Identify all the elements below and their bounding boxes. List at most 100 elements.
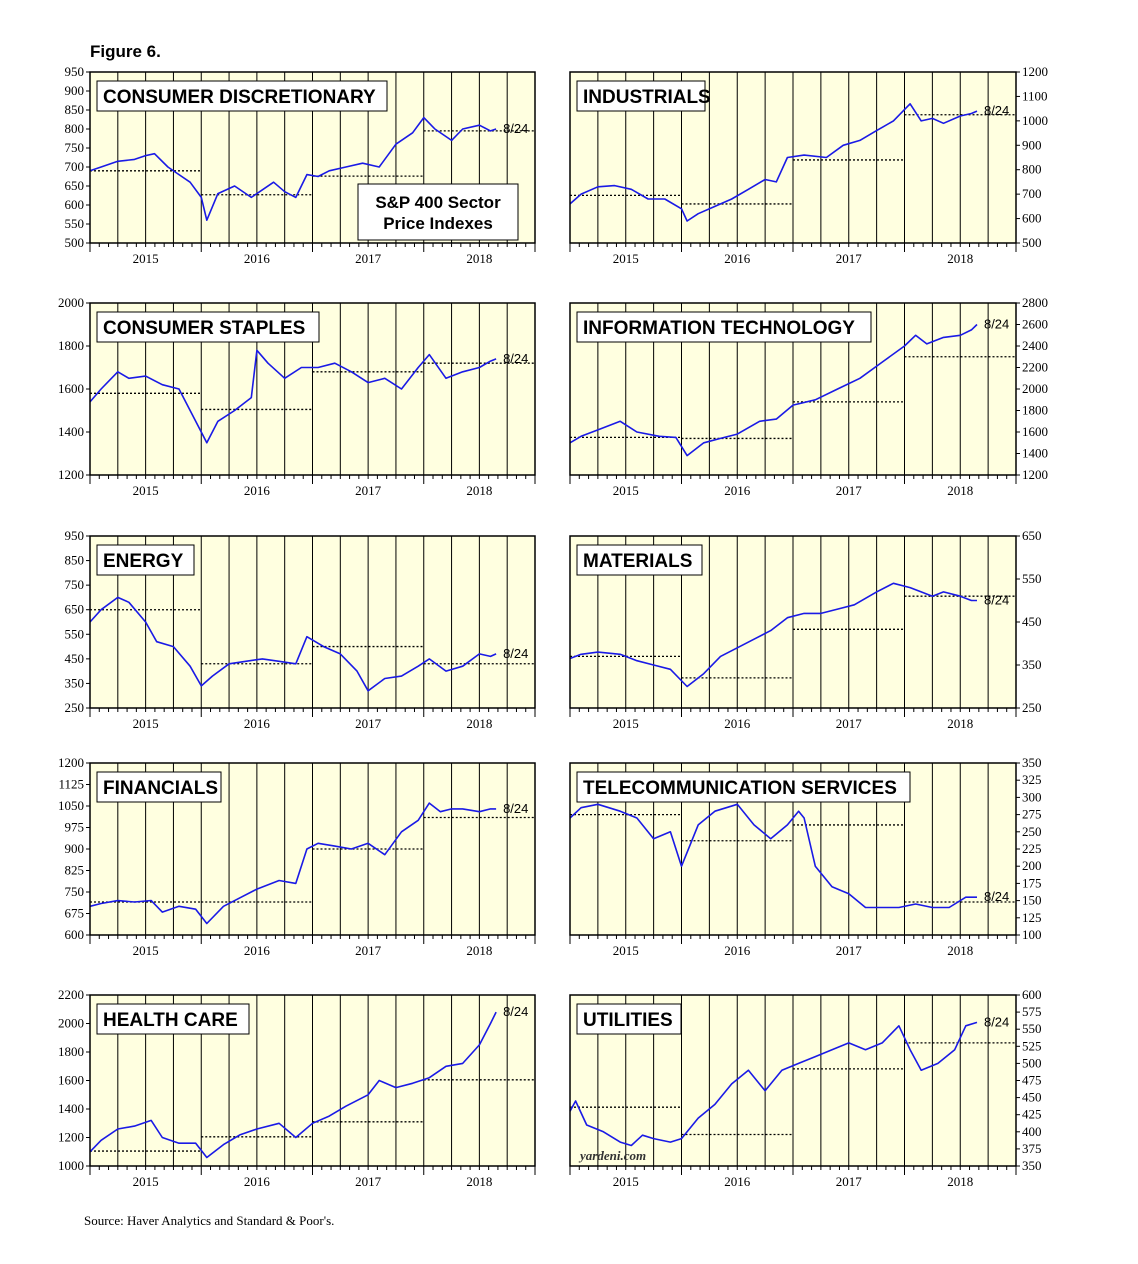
- y-tick-label: 250: [1022, 824, 1042, 839]
- y-tick-label: 400: [1022, 1124, 1042, 1139]
- y-tick-label: 600: [65, 197, 85, 212]
- y-tick-label: 325: [1022, 772, 1042, 787]
- y-tick-label: 550: [65, 216, 85, 231]
- y-tick-label: 1600: [1022, 424, 1048, 439]
- price-index-line: [89, 116, 497, 221]
- y-tick-label: 1400: [58, 424, 84, 439]
- y-tick-label: 700: [65, 159, 85, 174]
- y-tick-label: 1400: [1022, 446, 1048, 461]
- y-tick-label: 1600: [58, 1073, 84, 1088]
- x-tick-label: 2017: [836, 251, 863, 266]
- price-index-line: [569, 803, 977, 909]
- panel-title-box: [576, 1003, 682, 1035]
- panel-title: UTILITIES: [583, 1010, 673, 1031]
- y-tick-label: 700: [1022, 186, 1042, 201]
- x-tick-label: 2015: [613, 943, 639, 958]
- y-tick-label: 125: [1022, 910, 1042, 925]
- price-index-line: [569, 582, 977, 688]
- panel-title: CONSUMER DISCRETIONARY: [103, 87, 376, 108]
- y-tick-label: 2000: [58, 1016, 84, 1031]
- source-note: Source: Haver Analytics and Standard & P…: [84, 1213, 335, 1228]
- y-tick-label: 350: [1022, 657, 1042, 672]
- x-tick-label: 2016: [724, 483, 751, 498]
- y-tick-label: 525: [1022, 1038, 1042, 1053]
- x-tick-label: 2015: [133, 716, 159, 731]
- x-tick-label: 2018: [947, 483, 973, 498]
- end-date-label: 8/24: [984, 317, 1009, 332]
- y-tick-label: 1600: [58, 381, 84, 396]
- y-tick-label: 750: [65, 884, 85, 899]
- y-tick-label: 1400: [58, 1101, 84, 1116]
- panel-title-box: [96, 771, 222, 803]
- x-tick-label: 2017: [355, 943, 382, 958]
- y-tick-label: 900: [65, 841, 85, 856]
- y-tick-label: 1100: [1022, 88, 1048, 103]
- x-tick-label: 2015: [133, 251, 159, 266]
- y-tick-label: 1200: [1022, 64, 1048, 79]
- y-tick-label: 950: [65, 528, 85, 543]
- panel-title-box: [576, 544, 703, 576]
- panel-title-box: [576, 771, 911, 803]
- x-tick-label: 2015: [613, 483, 639, 498]
- y-tick-label: 2400: [1022, 338, 1048, 353]
- end-date-label: 8/24: [503, 121, 528, 136]
- x-tick-label: 2017: [836, 943, 863, 958]
- x-tick-label: 2018: [466, 1174, 492, 1189]
- y-tick-label: 650: [65, 178, 85, 193]
- y-tick-label: 250: [65, 700, 85, 715]
- y-tick-label: 250: [1022, 700, 1042, 715]
- y-tick-label: 1125: [58, 777, 84, 792]
- x-tick-label: 2017: [355, 483, 382, 498]
- y-tick-label: 500: [1022, 235, 1042, 250]
- panel-title-box: [96, 1003, 250, 1035]
- panel-title-box: [576, 311, 872, 343]
- y-tick-label: 600: [1022, 211, 1042, 226]
- annotation-box: [357, 183, 519, 241]
- y-tick-label: 475: [1022, 1073, 1042, 1088]
- x-tick-label: 2018: [466, 716, 492, 731]
- y-tick-label: 1200: [1022, 467, 1048, 482]
- panel-title: FINANCIALS: [103, 778, 218, 799]
- panel-title-box: [96, 311, 320, 343]
- y-tick-label: 825: [65, 863, 85, 878]
- panel-title: INFORMATION TECHNOLOGY: [583, 318, 855, 339]
- y-tick-label: 850: [65, 102, 85, 117]
- x-tick-label: 2018: [466, 483, 492, 498]
- y-tick-label: 600: [1022, 987, 1042, 1002]
- x-tick-label: 2018: [947, 943, 973, 958]
- price-index-line: [89, 1011, 497, 1159]
- x-tick-label: 2016: [244, 483, 271, 498]
- y-tick-label: 1000: [1022, 113, 1048, 128]
- x-tick-label: 2017: [355, 1174, 382, 1189]
- figure-title: Figure 6.: [90, 42, 161, 61]
- panel-title-box: [96, 544, 195, 576]
- x-tick-label: 2016: [244, 251, 271, 266]
- x-tick-label: 2017: [836, 1174, 863, 1189]
- y-tick-label: 150: [1022, 893, 1042, 908]
- end-date-label: 8/24: [503, 646, 528, 661]
- y-tick-label: 1000: [58, 1158, 84, 1173]
- annotation-line-2: Price Indexes: [383, 214, 493, 233]
- x-tick-label: 2018: [466, 943, 492, 958]
- y-tick-label: 950: [65, 64, 85, 79]
- y-tick-label: 675: [65, 906, 85, 921]
- end-date-label: 8/24: [984, 593, 1009, 608]
- y-tick-label: 1800: [58, 1044, 84, 1059]
- x-tick-label: 2018: [947, 251, 973, 266]
- y-tick-label: 225: [1022, 841, 1042, 856]
- y-tick-label: 650: [1022, 528, 1042, 543]
- y-tick-label: 650: [65, 602, 85, 617]
- price-index-line: [569, 323, 978, 457]
- y-tick-label: 550: [1022, 1021, 1042, 1036]
- panel-title: ENERGY: [103, 551, 184, 572]
- panel-title-box: [96, 80, 388, 112]
- y-tick-label: 450: [1022, 614, 1042, 629]
- price-index-line: [89, 349, 497, 444]
- y-tick-label: 1050: [58, 798, 84, 813]
- x-tick-label: 2016: [724, 716, 751, 731]
- y-tick-label: 1200: [58, 755, 84, 770]
- y-tick-label: 800: [1022, 162, 1042, 177]
- x-tick-label: 2018: [947, 716, 973, 731]
- y-tick-label: 1200: [58, 1130, 84, 1145]
- y-tick-label: 750: [65, 140, 85, 155]
